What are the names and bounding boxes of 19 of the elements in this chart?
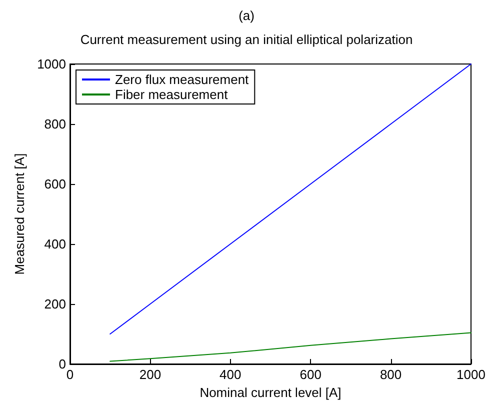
x-tick-label: 400 <box>220 367 242 382</box>
text: (a) <box>238 8 254 23</box>
x-tick-label: 600 <box>300 367 322 382</box>
legend-label: Zero flux measurement <box>115 72 250 87</box>
y-tick-label: 600 <box>44 176 66 192</box>
y-tick-label: 0 <box>58 356 66 372</box>
x-axis-title: Nominal current level [A] <box>200 384 342 400</box>
y-tick-label: 1000 <box>37 56 66 72</box>
y-tick-label: 400 <box>44 236 66 252</box>
x-tick-label: 200 <box>139 367 162 382</box>
x-tick-label: 1000 <box>456 367 486 382</box>
line-series <box>110 332 472 362</box>
chart-title: Current measurement using an initial elliptical polarization <box>80 32 413 47</box>
y-tick-label: 800 <box>44 116 66 132</box>
y-tick-label: 200 <box>44 296 66 312</box>
x-tick-label: 800 <box>380 367 402 382</box>
y-axis-title: Measured current [A] <box>12 153 28 275</box>
line-series <box>110 64 472 334</box>
legend-label: Fiber measurement <box>115 87 228 102</box>
